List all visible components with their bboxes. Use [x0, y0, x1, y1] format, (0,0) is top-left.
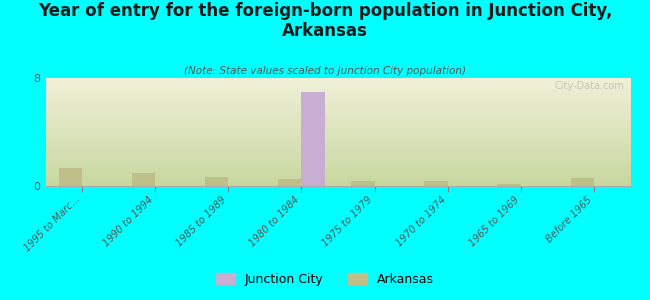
Bar [205, 176, 228, 186]
Legend: Junction City, Arkansas: Junction City, Arkansas [211, 268, 439, 291]
Text: Year of entry for the foreign-born population in Junction City,
Arkansas: Year of entry for the foreign-born popul… [38, 2, 612, 40]
Bar [132, 173, 155, 186]
Bar [497, 184, 521, 186]
Bar [571, 178, 594, 186]
Text: City-Data.com: City-Data.com [555, 81, 625, 91]
Text: (Note: State values scaled to Junction City population): (Note: State values scaled to Junction C… [184, 66, 466, 76]
Bar [424, 181, 448, 186]
Bar [278, 178, 302, 186]
Bar [351, 181, 374, 186]
Bar [302, 92, 325, 186]
Bar [58, 168, 82, 186]
